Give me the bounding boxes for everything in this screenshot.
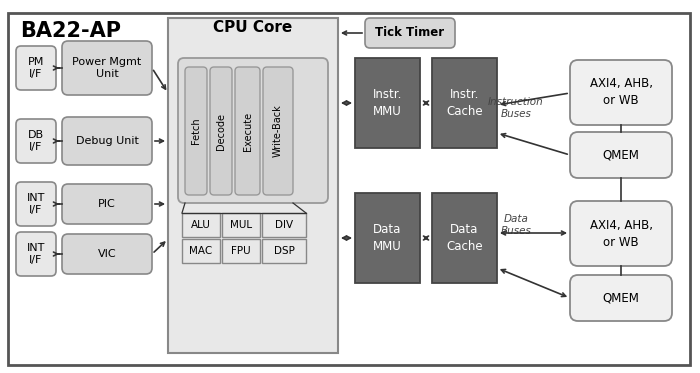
Bar — [262, 213, 306, 237]
Text: AXI4, AHB,
or WB: AXI4, AHB, or WB — [589, 78, 652, 107]
Text: Decode: Decode — [216, 113, 226, 150]
Text: INT
I/F: INT I/F — [27, 193, 46, 215]
FancyBboxPatch shape — [62, 184, 152, 224]
FancyBboxPatch shape — [185, 67, 207, 195]
Text: ALU: ALU — [191, 220, 211, 230]
FancyBboxPatch shape — [235, 67, 260, 195]
Text: QMEM: QMEM — [603, 292, 639, 304]
FancyBboxPatch shape — [16, 119, 56, 163]
Text: AXI4, AHB,
or WB: AXI4, AHB, or WB — [589, 219, 652, 248]
Bar — [355, 58, 420, 148]
Text: DB
I/F: DB I/F — [28, 130, 44, 152]
Text: DSP: DSP — [274, 246, 295, 256]
Bar — [168, 18, 338, 353]
FancyBboxPatch shape — [16, 182, 56, 226]
FancyBboxPatch shape — [570, 60, 672, 125]
FancyBboxPatch shape — [263, 67, 293, 195]
Text: Write-Back: Write-Back — [273, 104, 283, 157]
Text: Instr.
MMU: Instr. MMU — [373, 88, 402, 118]
Text: Data
Cache: Data Cache — [446, 223, 483, 253]
Text: Power Mgmt
Unit: Power Mgmt Unit — [72, 57, 141, 79]
Text: PIC: PIC — [98, 199, 116, 209]
Text: Execute: Execute — [242, 112, 253, 151]
FancyBboxPatch shape — [365, 18, 455, 48]
FancyBboxPatch shape — [570, 201, 672, 266]
FancyBboxPatch shape — [210, 67, 232, 195]
FancyBboxPatch shape — [62, 234, 152, 274]
Text: DIV: DIV — [275, 220, 293, 230]
Bar — [432, 58, 497, 148]
FancyBboxPatch shape — [570, 275, 672, 321]
Text: INT
I/F: INT I/F — [27, 243, 46, 265]
FancyBboxPatch shape — [62, 117, 152, 165]
Text: MAC: MAC — [190, 246, 213, 256]
Text: Tick Timer: Tick Timer — [375, 26, 444, 40]
FancyBboxPatch shape — [570, 132, 672, 178]
Text: Debug Unit: Debug Unit — [76, 136, 139, 146]
Text: Data
Buses: Data Buses — [500, 214, 531, 236]
Text: QMEM: QMEM — [603, 148, 639, 162]
Text: MUL: MUL — [230, 220, 252, 230]
Bar — [432, 193, 497, 283]
FancyBboxPatch shape — [178, 58, 328, 203]
Text: Instruction
Buses: Instruction Buses — [488, 97, 544, 119]
Text: PM
I/F: PM I/F — [28, 57, 44, 79]
Text: FPU: FPU — [231, 246, 251, 256]
Bar — [182, 239, 220, 263]
Text: Fetch: Fetch — [191, 118, 201, 144]
Text: Data
MMU: Data MMU — [373, 223, 402, 253]
Text: Instr.
Cache: Instr. Cache — [446, 88, 483, 118]
FancyBboxPatch shape — [62, 41, 152, 95]
FancyBboxPatch shape — [16, 46, 56, 90]
Bar — [262, 239, 306, 263]
Text: BA22-AP: BA22-AP — [20, 21, 121, 41]
FancyBboxPatch shape — [16, 232, 56, 276]
Bar — [182, 213, 220, 237]
Bar — [222, 239, 260, 263]
Bar — [355, 193, 420, 283]
Text: VIC: VIC — [98, 249, 116, 259]
Bar — [222, 213, 260, 237]
Text: CPU Core: CPU Core — [214, 21, 293, 35]
